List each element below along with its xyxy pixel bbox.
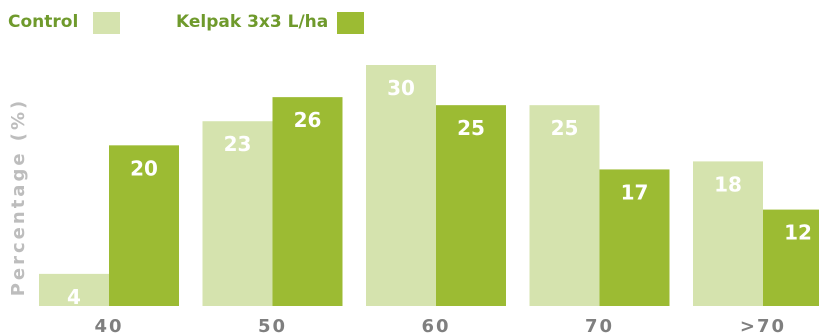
bar-0-3 [529,105,600,307]
x-tick-label-0: 40 [94,316,123,336]
bar-0-1 [202,121,273,306]
legend-swatch-1 [337,12,364,34]
bar-0-2 [366,65,436,306]
legend: Control Kelpak 3x3 L/ha [8,12,364,34]
bar-0-0 [39,273,109,306]
data-label-0-3: 25 [551,116,579,140]
data-label-1-4: 12 [784,221,812,245]
x-tick-label-2: 60 [421,316,450,336]
bars: 4 20 23 26 30 25 25 17 18 12 [39,65,819,309]
bar-1-1 [272,97,343,306]
bar-1-2 [436,105,506,307]
x-tick-label-1: 50 [258,316,287,336]
bar-0-4 [693,161,763,306]
legend-label-1: Kelpak 3x3 L/ha [176,12,328,32]
bar-1-4 [763,209,819,306]
data-label-0-0: 4 [67,285,81,309]
y-axis-label: Percentage (%) [8,98,29,297]
data-label-1-0: 20 [130,156,158,180]
legend-label-0: Control [8,12,78,32]
data-label-1-3: 17 [621,180,649,204]
data-label-0-1: 23 [224,132,252,156]
x-tick-label-4: >70 [740,316,786,336]
x-tick-label-3: 70 [585,316,614,336]
legend-swatch-0 [93,12,120,34]
x-axis-tick-labels: 40 50 60 70 >70 [94,316,786,336]
data-label-0-2: 30 [387,76,415,100]
bar-1-3 [599,169,670,306]
data-label-1-1: 26 [294,108,322,132]
data-label-1-2: 25 [457,116,485,140]
bar-1-0 [109,145,179,306]
data-label-0-4: 18 [714,172,742,196]
